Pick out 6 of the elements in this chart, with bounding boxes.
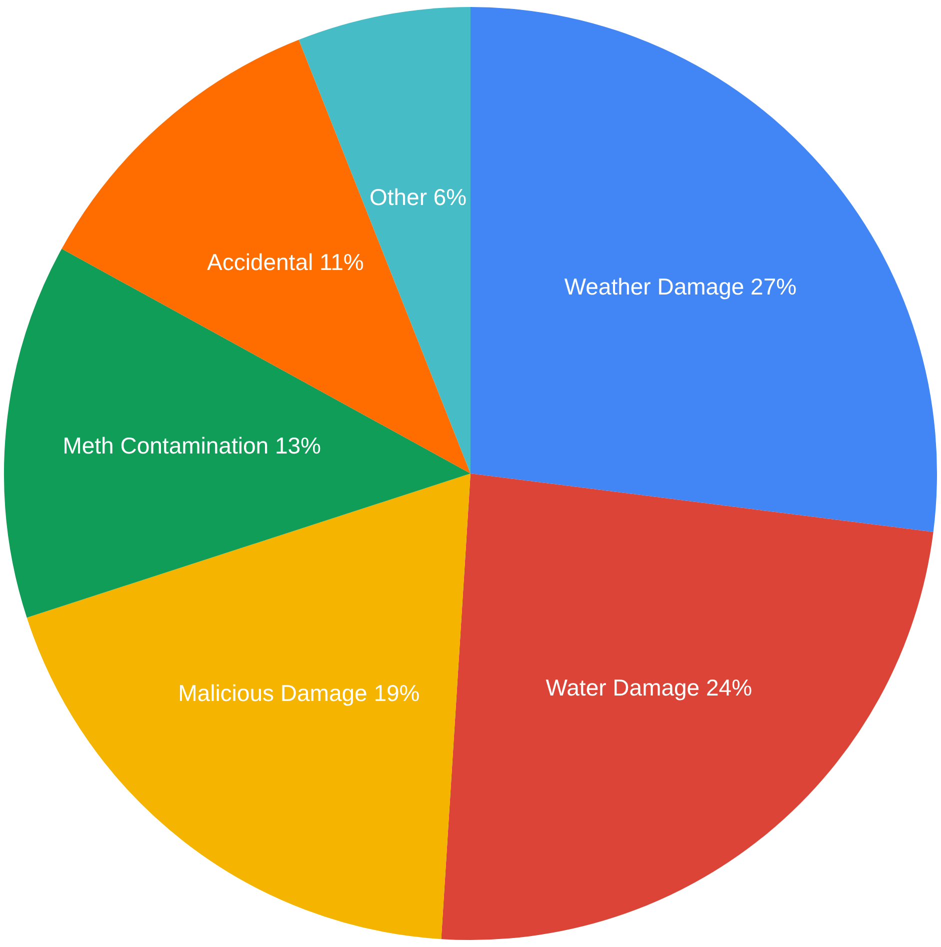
slice-label: Weather Damage 27%: [564, 274, 797, 300]
slice-label: Meth Contamination 13%: [62, 432, 321, 459]
slice-label: Accidental 11%: [206, 248, 364, 275]
slice-label: Malicious Damage 19%: [178, 680, 420, 706]
slice-label: Other 6%: [369, 184, 467, 210]
slice-label: Water Damage 24%: [546, 674, 752, 701]
